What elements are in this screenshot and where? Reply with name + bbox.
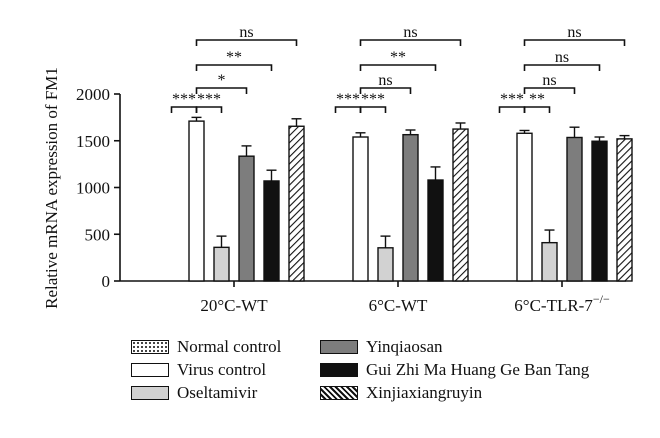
significance-bracket <box>195 39 298 46</box>
bar <box>427 179 444 282</box>
y-tick-label: 2000 <box>76 85 110 104</box>
bar <box>352 136 369 282</box>
significance-label: *** <box>361 91 385 108</box>
y-tick-label: 500 <box>85 225 111 244</box>
bar <box>566 136 583 282</box>
bar <box>238 155 255 282</box>
significance-label: * <box>218 72 226 89</box>
significance-bracket <box>359 39 462 46</box>
significance-label: ns <box>378 72 392 89</box>
bars-layer <box>188 116 633 282</box>
significance-bracket <box>523 106 551 113</box>
x-tick-label: 6°C-WT <box>369 296 428 315</box>
significance-bracket <box>359 64 437 71</box>
significance-label: ** <box>390 49 406 66</box>
y-tick-label: 1500 <box>76 132 110 151</box>
bar <box>402 133 419 282</box>
significance-label: ns <box>542 72 556 89</box>
bar <box>213 246 230 282</box>
x-tick-label: 20°C-WT <box>200 296 268 315</box>
significance-bracket <box>523 87 576 94</box>
significance-bracket <box>359 87 412 94</box>
bar <box>188 120 205 282</box>
significance-bracket <box>195 106 223 113</box>
x-tick-label: 6°C-TLR-7−/− <box>514 292 610 315</box>
bar <box>591 140 608 282</box>
y-tick-label: 0 <box>102 272 111 291</box>
axes: 0 500 1000 1500 2000 20°C-WT 6°C-WT 6°C-TLR-7−/… <box>76 85 626 315</box>
bar <box>616 138 633 282</box>
significance-label: ** <box>226 49 242 66</box>
significance-bracket <box>523 64 601 71</box>
significance-bracket <box>359 106 387 113</box>
significance-label: *** <box>197 91 221 108</box>
significance-label: ns <box>567 24 581 41</box>
bar <box>516 132 533 282</box>
bar <box>452 128 469 282</box>
bar <box>377 247 394 282</box>
bar <box>541 241 558 282</box>
significance-label: ns <box>403 24 417 41</box>
significance-label: ns <box>239 24 253 41</box>
significance-label: ** <box>529 91 545 108</box>
significance-bracket <box>195 64 273 71</box>
bar <box>288 125 305 282</box>
y-axis-label: Relative mRNA expression of FM1 <box>42 67 61 309</box>
significance-label: ns <box>555 49 569 66</box>
significance-bracket <box>523 39 626 46</box>
significance-bracket <box>195 87 248 94</box>
significance-label: *** <box>172 91 196 108</box>
significance-label: *** <box>500 91 524 108</box>
bar <box>263 180 280 282</box>
significance-label: *** <box>336 91 360 108</box>
y-tick-label: 1000 <box>76 179 110 198</box>
